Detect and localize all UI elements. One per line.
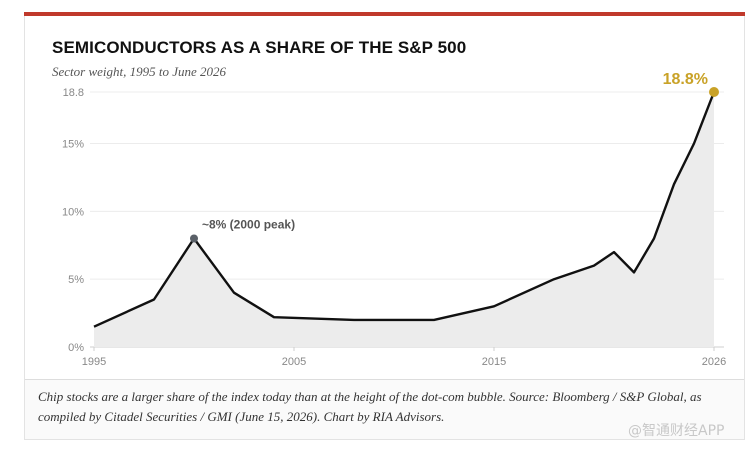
accent-bar xyxy=(24,12,745,16)
y-tick-label: 5% xyxy=(68,274,84,286)
peak-annotation: ~8% (2000 peak) xyxy=(202,217,295,231)
watermark-text: @智通财经APP xyxy=(628,423,725,439)
x-tick-label: 1995 xyxy=(82,356,106,368)
x-tick-label: 2026 xyxy=(702,356,726,368)
x-axis-ticks: 1995 2005 2015 2026 xyxy=(82,347,726,368)
caption-box xyxy=(25,379,744,439)
y-tick-label: 0% xyxy=(68,342,84,354)
chart-subtitle: Sector weight, 1995 to June 2026 xyxy=(52,64,227,79)
y-tick-label: 15% xyxy=(62,139,84,151)
latest-point xyxy=(709,87,719,97)
x-tick-label: 2005 xyxy=(282,356,306,368)
y-axis-ticks: 0% 5% 10% 15% 18.8 xyxy=(62,87,84,354)
chart-caption: Chip stocks are a larger share of the in… xyxy=(38,389,702,424)
chart-card xyxy=(24,12,745,440)
latest-value-label: 18.8% xyxy=(663,71,708,88)
series-area xyxy=(94,92,714,347)
peak-point xyxy=(190,234,198,243)
series-points xyxy=(190,87,719,243)
y-tick-label: 18.8 xyxy=(63,87,84,99)
chart-title: SEMICONDUCTORS AS A SHARE OF THE S&P 500 xyxy=(52,38,467,57)
series-line xyxy=(93,91,716,328)
y-tick-label: 10% xyxy=(62,206,84,218)
annotations: ~8% (2000 peak) 18.8% xyxy=(202,71,708,231)
x-tick-label: 2015 xyxy=(482,356,506,368)
